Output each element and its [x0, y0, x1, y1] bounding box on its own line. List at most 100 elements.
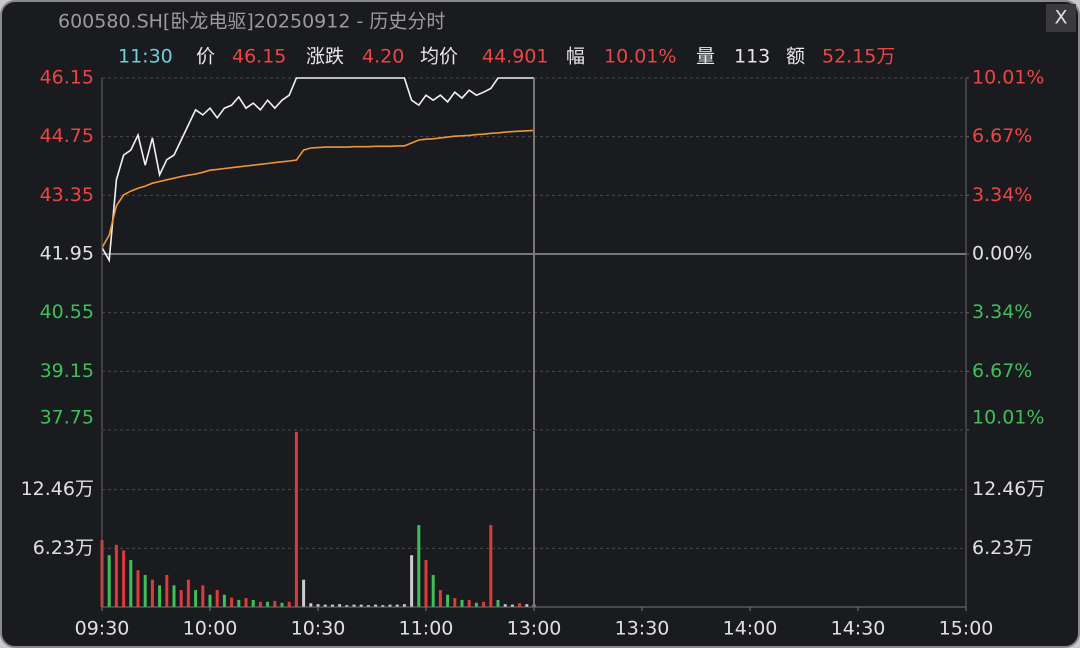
volume-bar	[395, 604, 399, 607]
volume-bar	[186, 579, 190, 607]
volume-bar	[338, 604, 342, 607]
volume-bar	[510, 604, 514, 607]
quote-value: 4.20	[362, 46, 404, 68]
volume-bar	[273, 600, 277, 607]
volume-bar	[417, 525, 421, 607]
volume-bar	[294, 431, 298, 607]
volume-bar	[316, 604, 320, 607]
quote-label: 幅	[566, 46, 585, 68]
quote-label: 价	[196, 46, 215, 68]
x-tick-label: 15:00	[939, 618, 994, 640]
quote-label: 涨跌	[306, 46, 344, 68]
x-tick-label: 09:30	[75, 618, 130, 640]
y-tick-label: 39.15	[40, 360, 94, 382]
quote-value: 10.01%	[604, 46, 676, 68]
quote-label: 均价	[420, 46, 458, 68]
x-tick-label: 11:00	[399, 618, 454, 640]
volume-bar	[410, 555, 414, 607]
volume-bar	[122, 550, 126, 607]
y-tick-label: 44.75	[40, 125, 94, 147]
volume-bar	[381, 605, 385, 607]
volume-bar	[438, 590, 442, 607]
volume-bar	[266, 601, 270, 607]
volume-bar	[352, 604, 356, 607]
volume-bar	[136, 570, 140, 607]
volume-bar	[222, 594, 226, 607]
volume-bar	[230, 597, 234, 607]
volume-bar	[359, 604, 363, 607]
quote-time: 11:30	[118, 46, 173, 68]
y2-tick-label: 10.01%	[972, 407, 1044, 429]
volume-bar	[460, 599, 464, 607]
x-tick-label: 14:00	[723, 618, 778, 640]
y2-tick-label: 6.23万	[972, 537, 1033, 559]
volume-bar	[388, 604, 392, 607]
y-tick-label: 40.55	[40, 301, 94, 323]
quote-value: 46.15	[232, 46, 286, 68]
y2-tick-label: 6.67%	[972, 125, 1032, 147]
volume-bar	[165, 574, 169, 607]
volume-bar	[374, 604, 378, 607]
quote-value: 52.15万	[822, 46, 895, 68]
volume-bar	[280, 602, 284, 607]
quote-value: 113	[734, 46, 770, 68]
volume-bar	[251, 599, 255, 607]
volume-bar	[201, 585, 205, 607]
volume-bar	[179, 590, 183, 607]
volume-bar	[143, 574, 147, 607]
volume-bar	[302, 579, 306, 607]
close-label[interactable]: X	[1054, 7, 1067, 29]
price-line	[101, 129, 535, 249]
quote-label: 额	[786, 46, 805, 68]
x-tick-label: 13:00	[507, 618, 562, 640]
volume-bar	[525, 604, 529, 607]
volume-bar	[287, 601, 291, 607]
window-title: 600580.SH[卧龙电驱]20250912 - 历史分时	[58, 11, 445, 33]
volume-bar	[518, 603, 522, 607]
volume-bar	[258, 601, 262, 607]
y-tick-label: 46.15	[40, 67, 94, 89]
x-tick-label: 14:30	[831, 618, 886, 640]
volume-bar	[453, 598, 457, 607]
volume-bar	[467, 599, 471, 607]
volume-bar	[244, 598, 248, 607]
volume-bar	[402, 604, 406, 607]
y2-tick-label: 3.34%	[972, 184, 1032, 206]
volume-bar	[237, 599, 241, 607]
y-tick-label: 12.46万	[21, 478, 94, 500]
volume-bar	[424, 559, 428, 607]
volume-bar	[482, 601, 486, 607]
volume-bar	[489, 525, 493, 607]
y-tick-label: 6.23万	[33, 537, 94, 559]
y2-tick-label: 3.34%	[972, 301, 1032, 323]
volume-bar	[503, 604, 507, 607]
y2-tick-label: 0.00%	[972, 243, 1032, 265]
volume-bar	[215, 590, 219, 607]
quote-value: 44.901	[482, 46, 548, 68]
volume-bar	[194, 590, 198, 607]
volume-bar	[431, 574, 435, 607]
volume-bar	[345, 605, 349, 607]
volume-bar	[474, 602, 478, 607]
x-tick-label: 13:30	[615, 618, 670, 640]
volume-bar	[309, 603, 313, 607]
volume-bar	[366, 605, 370, 607]
volume-bar	[129, 559, 133, 607]
volume-bar	[446, 594, 450, 607]
volume-bar	[172, 585, 176, 607]
y-tick-label: 41.95	[40, 243, 94, 265]
x-tick-label: 10:00	[183, 618, 238, 640]
y2-tick-label: 12.46万	[972, 478, 1045, 500]
close-button[interactable]	[1046, 4, 1076, 32]
volume-bar	[114, 544, 118, 607]
price-line	[101, 77, 534, 263]
x-tick-label: 10:30	[291, 618, 346, 640]
y2-tick-label: 6.67%	[972, 360, 1032, 382]
volume-bar	[158, 585, 162, 607]
volume-bar	[107, 555, 111, 607]
quote-label: 量	[696, 46, 715, 68]
y-tick-label: 43.35	[40, 184, 94, 206]
